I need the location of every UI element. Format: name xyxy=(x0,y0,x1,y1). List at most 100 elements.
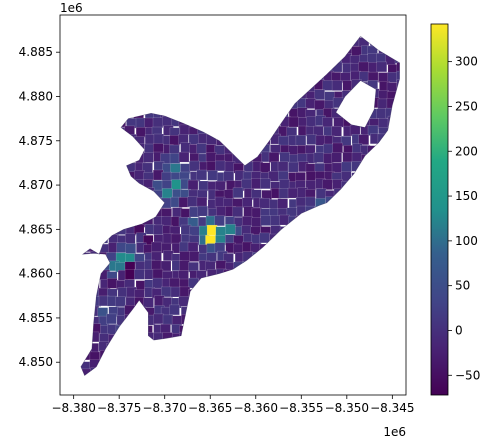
tract-cell xyxy=(288,161,299,173)
tract-cell xyxy=(279,179,290,190)
tract-cell xyxy=(215,160,226,172)
tract-cell xyxy=(196,169,208,181)
tract-cell xyxy=(376,53,387,64)
x-tick-label: −8.360 xyxy=(234,401,278,415)
y-tick-label: 4.860 xyxy=(19,267,53,281)
tract-cell xyxy=(251,178,262,190)
tract-cell xyxy=(270,215,281,226)
tract-cell xyxy=(151,241,162,253)
y-tick-label: 4.865 xyxy=(19,222,53,236)
tract-cell xyxy=(342,151,353,163)
colorbar-tick-label: −50 xyxy=(455,368,480,382)
tract-cell xyxy=(160,286,172,298)
x-tick-label: −8.345 xyxy=(370,401,414,415)
tract-cell xyxy=(322,179,333,190)
tract-cell xyxy=(189,251,200,262)
tract-cell xyxy=(117,287,129,298)
tract-cell xyxy=(295,196,307,208)
tract-cell xyxy=(152,117,164,128)
tract-cell xyxy=(169,277,180,289)
tract-cell xyxy=(251,217,263,228)
tract-cell xyxy=(187,196,198,208)
plot-frame xyxy=(59,14,407,396)
tract-cell xyxy=(196,196,208,208)
tract-cell xyxy=(341,161,352,173)
tract-cell xyxy=(295,134,307,146)
tract-cell xyxy=(358,61,369,73)
tract-cell xyxy=(277,161,289,172)
tract-cell xyxy=(305,171,317,182)
tract-cell xyxy=(169,153,181,164)
tract-cell xyxy=(135,127,147,138)
x-tick-label: −8.375 xyxy=(97,401,141,415)
tract-cell xyxy=(306,116,317,128)
tract-cell xyxy=(125,233,136,245)
tract-cell xyxy=(142,152,154,163)
tract-cell xyxy=(322,80,333,91)
tract-cell xyxy=(214,215,225,227)
tract-cell xyxy=(170,286,182,298)
x-axis: −8.380 −8.375 −8.370 −8.365 −8.360 −8.355 −8.3… xyxy=(51,395,415,415)
x-tick-label: −8.350 xyxy=(325,401,369,415)
y-tick-label: 4.850 xyxy=(19,355,53,369)
colorbar-tick-label: 250 xyxy=(455,99,478,113)
tract-cell xyxy=(305,196,316,208)
y-tick-label: 4.870 xyxy=(19,178,53,192)
tract-cell xyxy=(143,297,154,308)
tract-cell xyxy=(152,277,163,289)
colorbar-tick-label: 300 xyxy=(455,55,478,69)
x-tick-label: −8.380 xyxy=(51,401,95,415)
tract-cell xyxy=(124,269,136,280)
tract-cell xyxy=(288,145,299,156)
tract-cell xyxy=(331,162,343,174)
tract-cell xyxy=(331,125,342,137)
y-tick-label: 4.855 xyxy=(19,311,53,325)
tract-cell xyxy=(216,206,227,217)
tract-cell xyxy=(313,152,325,163)
tract-cell xyxy=(153,313,164,325)
tract-cell xyxy=(151,260,162,271)
x-tick-label: −8.355 xyxy=(279,401,323,415)
tract-cell xyxy=(179,251,190,262)
tract-cell xyxy=(376,108,387,119)
tract-cell xyxy=(333,116,344,128)
x-offset-label: 1e6 xyxy=(383,425,406,439)
tract-cell xyxy=(332,142,343,154)
tract-cell xyxy=(198,180,209,192)
tract-cell xyxy=(287,187,299,199)
tract-cell xyxy=(259,197,270,209)
tract-cell xyxy=(376,61,387,73)
tract-cell xyxy=(116,242,127,254)
colorbar-tick-label: 0 xyxy=(455,323,463,337)
tract-cell xyxy=(153,224,164,236)
tract-cell xyxy=(396,62,400,73)
tract-cell xyxy=(144,134,156,145)
tract-cell xyxy=(314,89,325,101)
tract-cell xyxy=(387,71,398,83)
tract-cell xyxy=(277,198,288,209)
tract-cell xyxy=(169,304,180,316)
tract-cell xyxy=(278,187,290,199)
tract-cell xyxy=(378,117,389,129)
city-boundary xyxy=(80,35,400,376)
tract-cell xyxy=(232,187,244,199)
tract-cell xyxy=(205,152,217,163)
y-tick-label: 4.875 xyxy=(19,134,53,148)
tract-cell xyxy=(279,214,290,226)
colorbar-axis: −50 0 50 100 150 200 250 300 xyxy=(448,55,480,382)
tract-cell xyxy=(187,179,199,191)
tract-cell xyxy=(349,124,361,136)
y-axis: 4.850 4.855 4.860 4.865 4.870 4.875 4.880 4.885 xyxy=(19,45,60,369)
tract-cell xyxy=(358,134,369,146)
tract-cell xyxy=(160,260,172,272)
tract-cell xyxy=(196,143,208,154)
tract-cell xyxy=(260,178,271,190)
tract-cell xyxy=(178,151,190,163)
tract-cell xyxy=(342,80,353,91)
tract-cell xyxy=(305,98,316,109)
tract-cell xyxy=(232,206,243,218)
tract-cell xyxy=(322,116,333,128)
tract-cell xyxy=(106,313,117,325)
tract-cell xyxy=(106,278,118,289)
tract-cell xyxy=(260,215,271,226)
